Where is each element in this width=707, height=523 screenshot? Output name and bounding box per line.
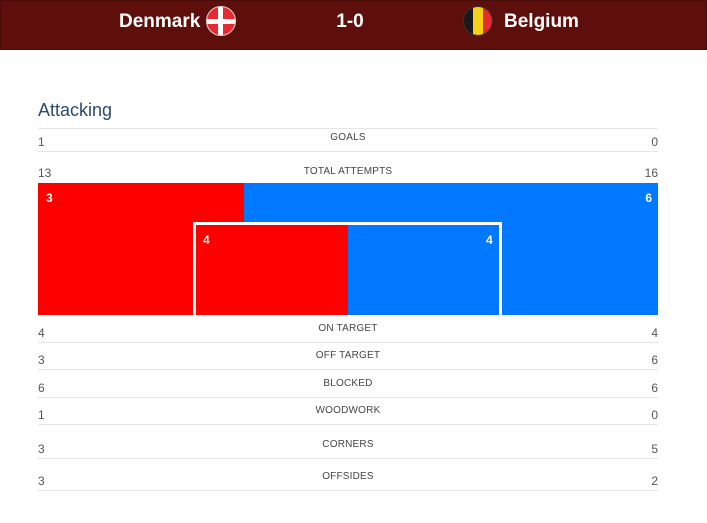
away-on-target-value: 4 (651, 326, 658, 340)
belgium-flag-icon (463, 6, 493, 36)
home-inside-value: 4 (203, 233, 210, 247)
away-inside-area (348, 222, 502, 315)
goals-label: GOALS (330, 132, 366, 143)
goal-frame (193, 222, 502, 315)
woodwork-label: WOODWORK (315, 405, 381, 416)
stat-row-blocked: 6 BLOCKED 6 (38, 375, 658, 398)
stat-row-corners: 3 CORNERS 5 (38, 436, 658, 459)
home-off-target-value: 3 (38, 353, 45, 367)
away-goals-value: 0 (651, 135, 658, 149)
offsides-label: OFFSIDES (322, 471, 374, 482)
away-woodwork-value: 0 (651, 408, 658, 422)
on-target-label: ON TARGET (318, 323, 378, 334)
home-corners-value: 3 (38, 442, 45, 456)
stat-row-off-target: 3 OFF TARGET 6 (38, 347, 658, 370)
corners-label: CORNERS (322, 439, 374, 450)
match-header: Denmark 1-0 Belgium (0, 0, 707, 50)
home-team-name: Denmark (119, 11, 201, 32)
away-corners-value: 5 (651, 442, 658, 456)
home-inside-area (193, 222, 348, 315)
stat-row-woodwork: 1 WOODWORK 0 (38, 402, 658, 425)
home-total-attempts-value: 13 (38, 166, 52, 180)
away-outside-value: 6 (645, 191, 652, 205)
home-goals-value: 1 (38, 135, 45, 149)
match-score: 1-0 (336, 11, 364, 32)
home-outside-value: 3 (46, 191, 53, 205)
away-team-name: Belgium (504, 11, 579, 32)
off-target-label: OFF TARGET (315, 350, 381, 361)
stat-row-on-target: 4 ON TARGET 4 (38, 320, 658, 343)
total-attempts-label: TOTAL ATTEMPTS (303, 166, 393, 177)
home-on-target-value: 4 (38, 326, 45, 340)
attempts-goal-graphic: 3 6 4 4 (38, 183, 658, 315)
away-blocked-value: 6 (651, 381, 658, 395)
stat-row-goals: 1 GOALS 0 (38, 128, 658, 152)
section-title: Attacking (38, 100, 113, 120)
away-total-attempts-value: 16 (644, 166, 658, 180)
away-off-target-value: 6 (651, 353, 658, 367)
home-blocked-value: 6 (38, 381, 45, 395)
blocked-label: BLOCKED (323, 378, 373, 389)
home-offsides-value: 3 (38, 474, 45, 488)
stat-row-offsides: 3 OFFSIDES 2 (38, 468, 658, 491)
away-offsides-value: 2 (651, 474, 658, 488)
home-woodwork-value: 1 (38, 408, 45, 422)
stat-row-total-attempts: 13 TOTAL ATTEMPTS 16 (38, 159, 658, 181)
away-inside-value: 4 (486, 233, 493, 247)
denmark-flag-icon (206, 6, 236, 36)
